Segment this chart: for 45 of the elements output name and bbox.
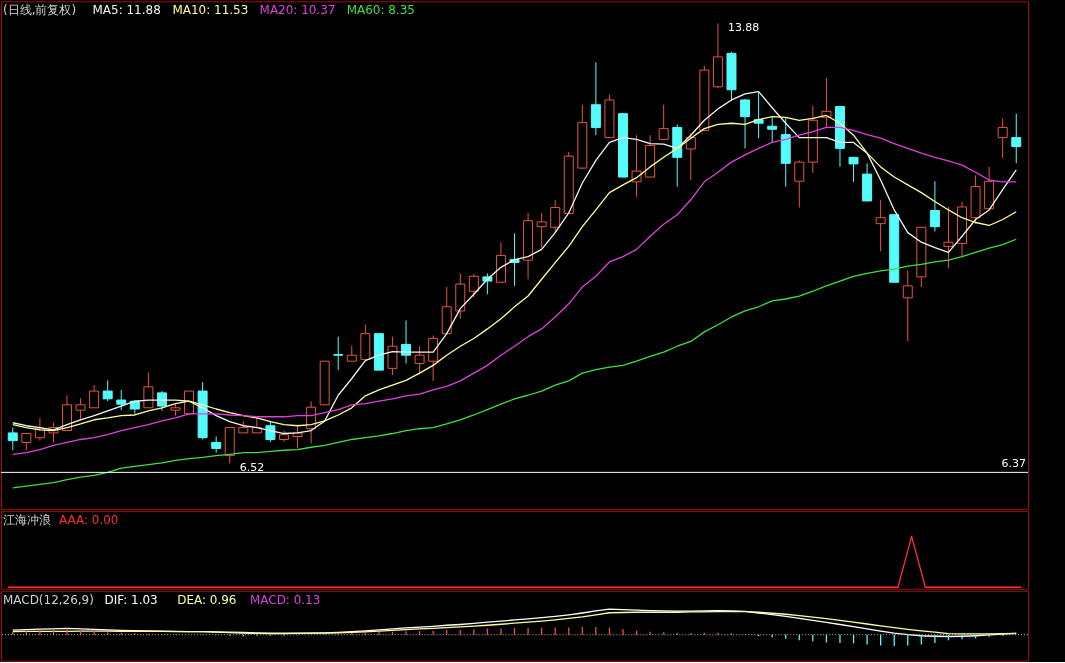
annotation: 13.88 xyxy=(727,21,760,35)
chart-title: (日线,前复权) xyxy=(3,3,77,18)
chart-title: 江海冲浪 xyxy=(3,512,51,527)
candlestick xyxy=(590,61,601,136)
candlestick xyxy=(821,77,832,128)
candlestick xyxy=(902,269,913,342)
candlestick xyxy=(75,397,86,421)
annotation: 6.52 xyxy=(239,461,265,475)
candlestick xyxy=(536,212,547,249)
candlestick xyxy=(767,116,778,143)
candlestick xyxy=(401,320,412,365)
candlestick xyxy=(997,117,1008,159)
candlestick xyxy=(848,156,859,183)
candlestick xyxy=(333,336,344,371)
candlestick xyxy=(794,159,805,209)
candlestick xyxy=(265,420,276,443)
candlestick xyxy=(414,345,425,375)
candlestick xyxy=(89,384,100,409)
chart-title: MACD(12,26,9) xyxy=(3,592,94,607)
candlestick xyxy=(875,199,886,252)
text: MA20: 10.37 xyxy=(259,3,336,18)
candlestick xyxy=(7,427,18,451)
text: MACD: 0.13 xyxy=(249,592,321,607)
candlestick xyxy=(753,92,764,139)
candlestick xyxy=(1011,113,1022,164)
text: MA5: 11.88 xyxy=(92,3,161,18)
series-label: DIF: 1.03 xyxy=(104,592,158,607)
candlestick xyxy=(631,134,642,198)
candlestick xyxy=(428,334,439,382)
candlestick xyxy=(740,98,751,149)
ref-line-label: 6.37 xyxy=(1001,457,1027,471)
text: MA10: 11.53 xyxy=(172,3,249,18)
candlestick xyxy=(143,372,154,409)
candlestick xyxy=(943,206,954,269)
candlestick xyxy=(550,199,561,234)
candlestick xyxy=(102,379,113,402)
candlestick xyxy=(116,389,127,411)
text: AAA: 0.00 xyxy=(58,512,119,527)
text: DEA: 0.96 xyxy=(177,592,237,607)
candlestick xyxy=(468,273,479,298)
candlestick xyxy=(929,180,940,232)
text: MA60: 8.35 xyxy=(346,3,415,18)
candlestick xyxy=(685,132,696,181)
candlestick xyxy=(387,336,398,376)
candlestick xyxy=(658,104,669,140)
